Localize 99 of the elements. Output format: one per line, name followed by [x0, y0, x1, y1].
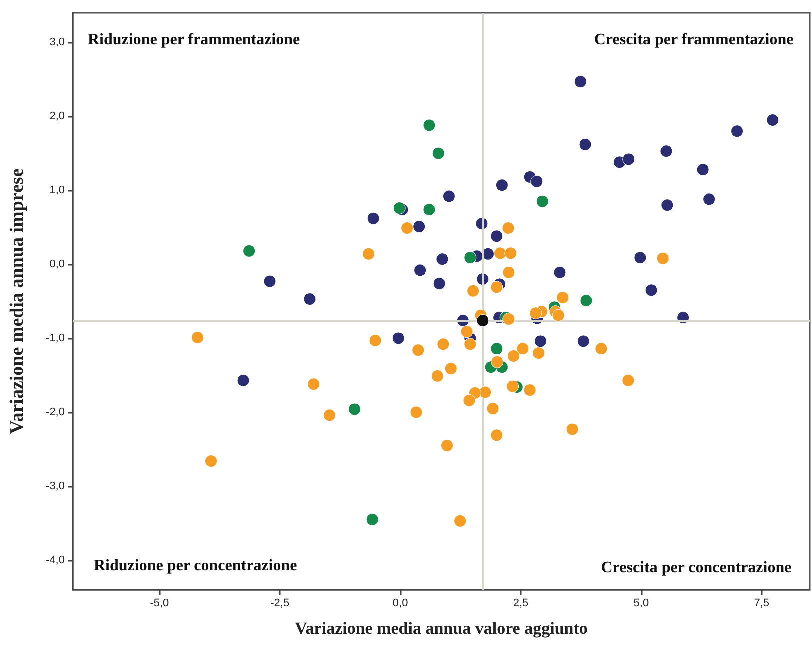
point	[237, 374, 250, 387]
point	[437, 338, 450, 351]
point	[661, 199, 674, 212]
y-tick-label: -1,0	[46, 332, 65, 344]
point	[308, 378, 320, 391]
point	[577, 335, 590, 348]
point	[502, 313, 516, 326]
point	[502, 222, 515, 235]
point	[410, 406, 423, 419]
x-tick-label: 0,0	[392, 598, 408, 610]
point	[490, 281, 504, 294]
point	[401, 222, 414, 235]
point	[579, 138, 592, 151]
y-tick-label: -3,0	[46, 480, 65, 492]
annotation: Riduzione per concentrazione	[94, 558, 298, 574]
x-tick-label: 5,0	[634, 598, 650, 610]
point	[324, 409, 336, 422]
point	[504, 247, 518, 260]
point	[490, 429, 504, 442]
point	[524, 384, 536, 397]
point	[264, 275, 276, 288]
point	[554, 266, 566, 279]
point	[423, 204, 436, 216]
point	[534, 335, 547, 348]
point	[766, 114, 780, 127]
point	[622, 153, 636, 166]
point	[490, 342, 504, 356]
point	[192, 332, 204, 344]
annotation: Crescita per frammentazione	[594, 32, 794, 48]
point	[634, 252, 647, 264]
point	[574, 76, 587, 88]
point	[436, 253, 449, 266]
point	[566, 423, 579, 436]
point	[660, 145, 673, 158]
x-tick-label: -5,0	[150, 598, 170, 610]
x-tick-label: 2,5	[513, 598, 529, 610]
point	[486, 402, 500, 416]
point	[502, 266, 516, 279]
point	[556, 292, 570, 304]
point	[463, 394, 476, 407]
point	[442, 190, 456, 203]
point	[423, 119, 436, 132]
point	[454, 514, 467, 528]
point	[441, 440, 454, 452]
point	[506, 380, 520, 393]
point	[490, 230, 504, 243]
annotation: Crescita per concentrazione	[601, 560, 792, 576]
y-tick-label: 3,0	[50, 36, 65, 49]
annotation: Riduzione per frammentazione	[88, 32, 300, 48]
y-tick-label: -2,0	[46, 406, 65, 418]
x-tick-label: 7,5	[754, 598, 770, 610]
point	[304, 293, 316, 306]
point	[530, 175, 544, 188]
x-axis-title: Variazione media annua valore aggiunto	[295, 619, 588, 638]
point	[530, 307, 542, 320]
point	[431, 370, 444, 382]
point	[508, 350, 520, 362]
point	[580, 294, 593, 308]
point	[491, 356, 504, 368]
point	[369, 334, 382, 347]
y-tick-label: 0,0	[50, 258, 65, 271]
point	[205, 455, 218, 468]
point	[536, 195, 549, 208]
point	[595, 342, 608, 356]
y-tick-label: -4,0	[46, 554, 65, 566]
point	[496, 179, 508, 192]
point	[703, 193, 716, 206]
point	[433, 278, 446, 290]
point	[532, 347, 546, 360]
point	[366, 513, 379, 526]
point	[460, 326, 474, 338]
point	[552, 309, 565, 322]
point	[243, 244, 256, 258]
point	[444, 362, 458, 376]
point	[467, 284, 480, 298]
point	[464, 338, 477, 351]
point	[348, 403, 362, 416]
point	[516, 342, 530, 356]
y-tick-label: 2,0	[50, 110, 65, 123]
point	[656, 252, 670, 265]
point	[367, 212, 380, 225]
x-tick-label: -2,5	[270, 598, 290, 610]
point	[392, 332, 405, 345]
point	[413, 220, 426, 234]
y-tick-label: 1,0	[50, 184, 65, 197]
point	[362, 248, 376, 260]
point	[645, 284, 658, 297]
point	[696, 164, 710, 176]
point	[479, 386, 492, 399]
point	[494, 247, 507, 260]
y-axis-title: Variazione media annua imprese	[7, 168, 28, 434]
point	[731, 125, 744, 138]
point	[393, 202, 406, 215]
point	[476, 314, 490, 327]
point	[414, 264, 427, 277]
point	[464, 252, 477, 264]
point	[412, 344, 425, 357]
point	[622, 374, 635, 387]
point	[432, 147, 445, 160]
